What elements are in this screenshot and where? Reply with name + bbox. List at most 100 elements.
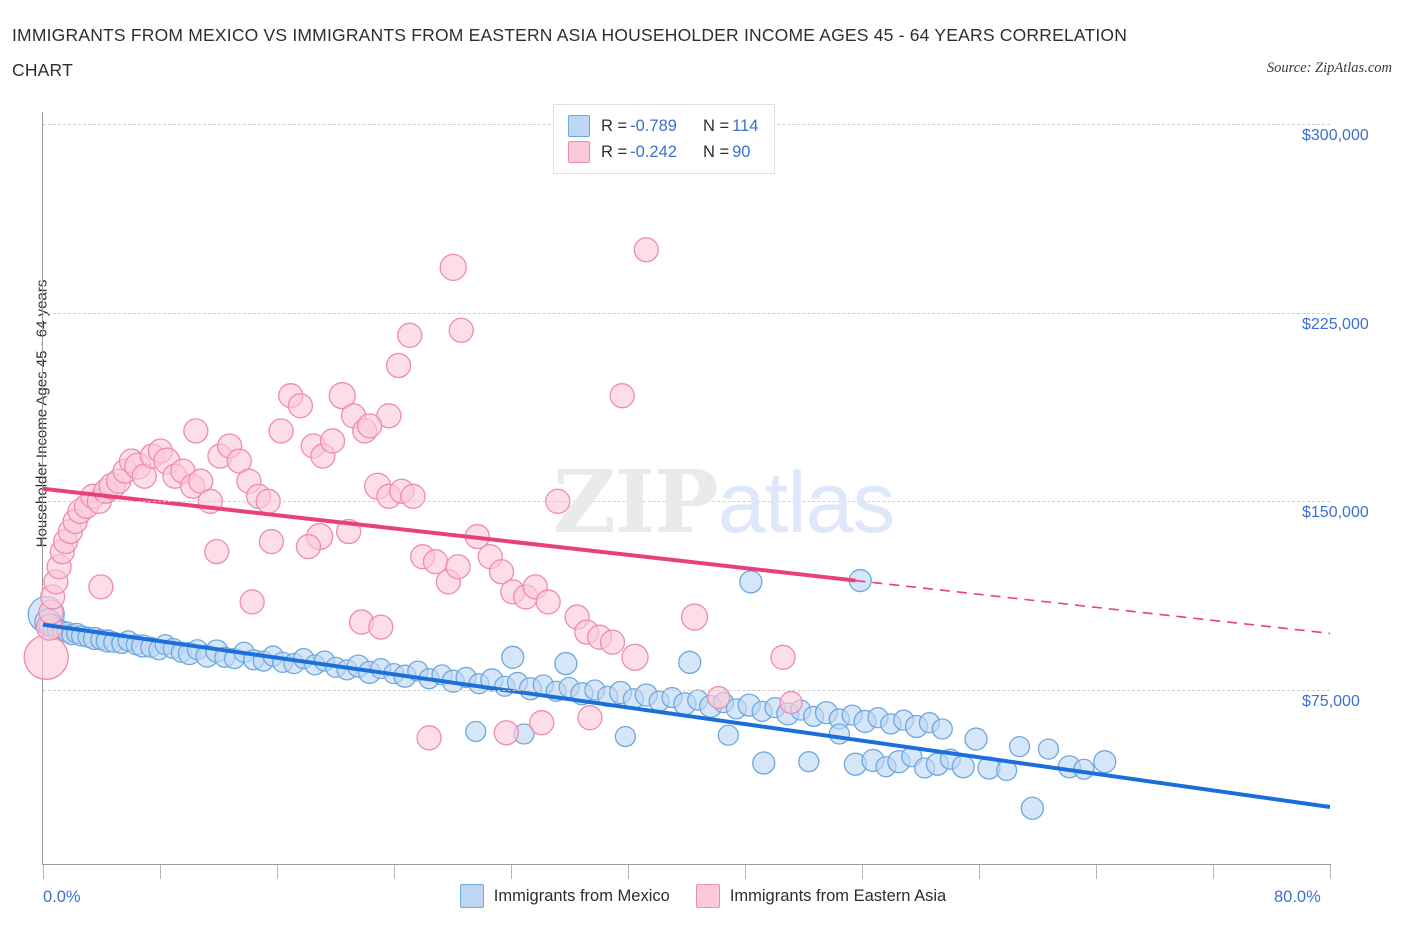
x-axis-label-max: 80.0% <box>1274 888 1321 906</box>
stat-n-value-mexico: 114 <box>732 116 759 135</box>
plot-area <box>23 112 1331 864</box>
page-title: IMMIGRANTS FROM MEXICO VS IMMIGRANTS FRO… <box>12 18 1212 88</box>
trendline-dashed-immigrants-from-eastern-asia <box>855 579 1331 635</box>
data-point[interactable] <box>385 352 412 379</box>
stat-r-value-mexico: -0.789 <box>630 116 677 135</box>
data-point[interactable] <box>88 574 114 600</box>
gridline <box>43 501 1330 503</box>
legend-swatch-eastern-asia-icon <box>695 884 720 908</box>
data-point[interactable] <box>501 645 525 669</box>
legend-item-eastern-asia[interactable]: Immigrants from Eastern Asia <box>695 884 947 908</box>
y-tick-label: $300,000 <box>1302 127 1369 144</box>
x-tick-mark <box>160 865 161 879</box>
x-tick-mark <box>979 865 980 879</box>
x-tick-mark <box>1096 865 1097 879</box>
trendline-immigrants-from-mexico <box>42 622 1331 809</box>
data-point[interactable] <box>739 570 763 594</box>
x-tick-mark <box>394 865 395 879</box>
stat-n-key-mexico: N = <box>702 116 730 135</box>
data-point[interactable] <box>23 634 69 680</box>
gridline <box>43 312 1330 314</box>
trendline-immigrants-from-eastern-asia <box>42 486 856 583</box>
data-point[interactable] <box>1093 750 1117 774</box>
data-point[interactable] <box>488 559 515 585</box>
data-point[interactable] <box>287 393 314 419</box>
data-point[interactable] <box>614 725 637 748</box>
source-label: Source: ZipAtlas.com <box>1266 60 1392 76</box>
data-point[interactable] <box>204 538 230 565</box>
scatter-layer <box>23 237 1331 820</box>
data-point[interactable] <box>680 603 709 631</box>
x-tick-mark <box>511 865 512 879</box>
x-tick-mark <box>1213 865 1214 879</box>
data-point[interactable] <box>931 718 953 740</box>
legend-item-mexico[interactable]: Immigrants from Mexico <box>459 884 670 908</box>
title-line-2: CHART <box>12 60 73 80</box>
data-point[interactable] <box>770 644 796 670</box>
data-point[interactable] <box>554 651 578 676</box>
x-tick-mark <box>862 865 863 879</box>
data-point[interactable] <box>798 751 820 773</box>
data-point[interactable] <box>529 710 555 736</box>
data-point[interactable] <box>599 629 626 655</box>
data-point[interactable] <box>445 554 471 580</box>
data-point[interactable] <box>319 428 346 454</box>
x-tick-mark <box>628 865 629 879</box>
data-point[interactable] <box>258 528 285 555</box>
legend-label-mexico: Immigrants from Mexico <box>493 886 670 905</box>
data-point[interactable] <box>239 589 265 615</box>
data-point[interactable] <box>268 418 294 444</box>
data-point[interactable] <box>577 705 603 731</box>
x-tick-mark <box>277 865 278 879</box>
data-point[interactable] <box>400 483 426 509</box>
stat-n-value-eastern-asia: 90 <box>732 142 751 161</box>
data-point[interactable] <box>356 413 383 439</box>
data-point[interactable] <box>752 751 776 775</box>
data-point[interactable] <box>964 727 988 751</box>
data-point[interactable] <box>1020 796 1045 820</box>
data-point[interactable] <box>397 322 423 348</box>
y-axis-line <box>42 112 43 865</box>
data-point[interactable] <box>183 418 209 444</box>
legend-label-eastern-asia: Immigrants from Eastern Asia <box>729 886 947 905</box>
data-point[interactable] <box>621 643 649 671</box>
swatch-mexico-icon <box>568 115 590 137</box>
x-axis-line <box>43 864 1331 865</box>
data-point[interactable] <box>368 614 394 640</box>
data-point[interactable] <box>416 725 442 751</box>
x-axis-label-min: 0.0% <box>43 888 81 906</box>
data-point[interactable] <box>295 533 322 560</box>
data-point[interactable] <box>609 383 635 409</box>
stat-row-mexico: R = -0.789 N = 114 <box>568 113 758 139</box>
data-point[interactable] <box>678 650 702 674</box>
data-point[interactable] <box>465 720 487 743</box>
data-point[interactable] <box>439 253 467 282</box>
data-point[interactable] <box>779 690 803 715</box>
data-point[interactable] <box>448 317 474 343</box>
correlation-stats-box: R = -0.789 N = 114 R = -0.242 N = 90 <box>553 104 776 174</box>
data-point[interactable] <box>493 720 519 746</box>
data-point[interactable] <box>1037 738 1060 760</box>
data-point[interactable] <box>828 723 850 745</box>
data-point[interactable] <box>717 724 739 746</box>
series-legend: Immigrants from Mexico Immigrants from E… <box>0 884 1406 908</box>
data-point[interactable] <box>328 382 356 410</box>
y-tick-label: $150,000 <box>1302 504 1369 522</box>
title-line-1: IMMIGRANTS FROM MEXICO VS IMMIGRANTS FRO… <box>12 25 1128 45</box>
stat-r-key-mexico: R = <box>601 116 628 135</box>
series-immigrants-from-eastern-asia <box>23 237 803 751</box>
stat-r-value-eastern-asia: -0.242 <box>630 142 677 161</box>
data-point[interactable] <box>1008 735 1031 758</box>
data-point[interactable] <box>707 685 731 710</box>
gridline <box>43 690 1330 691</box>
swatch-eastern-asia-icon <box>568 141 590 163</box>
data-point[interactable] <box>633 237 659 263</box>
data-point[interactable] <box>535 589 561 615</box>
x-tick-mark <box>1330 865 1331 879</box>
x-tick-mark <box>745 865 746 879</box>
y-tick-label: $75,000 <box>1302 693 1360 710</box>
y-tick-label: $225,000 <box>1302 315 1369 333</box>
x-tick-mark <box>43 865 44 879</box>
data-point[interactable] <box>951 755 975 779</box>
